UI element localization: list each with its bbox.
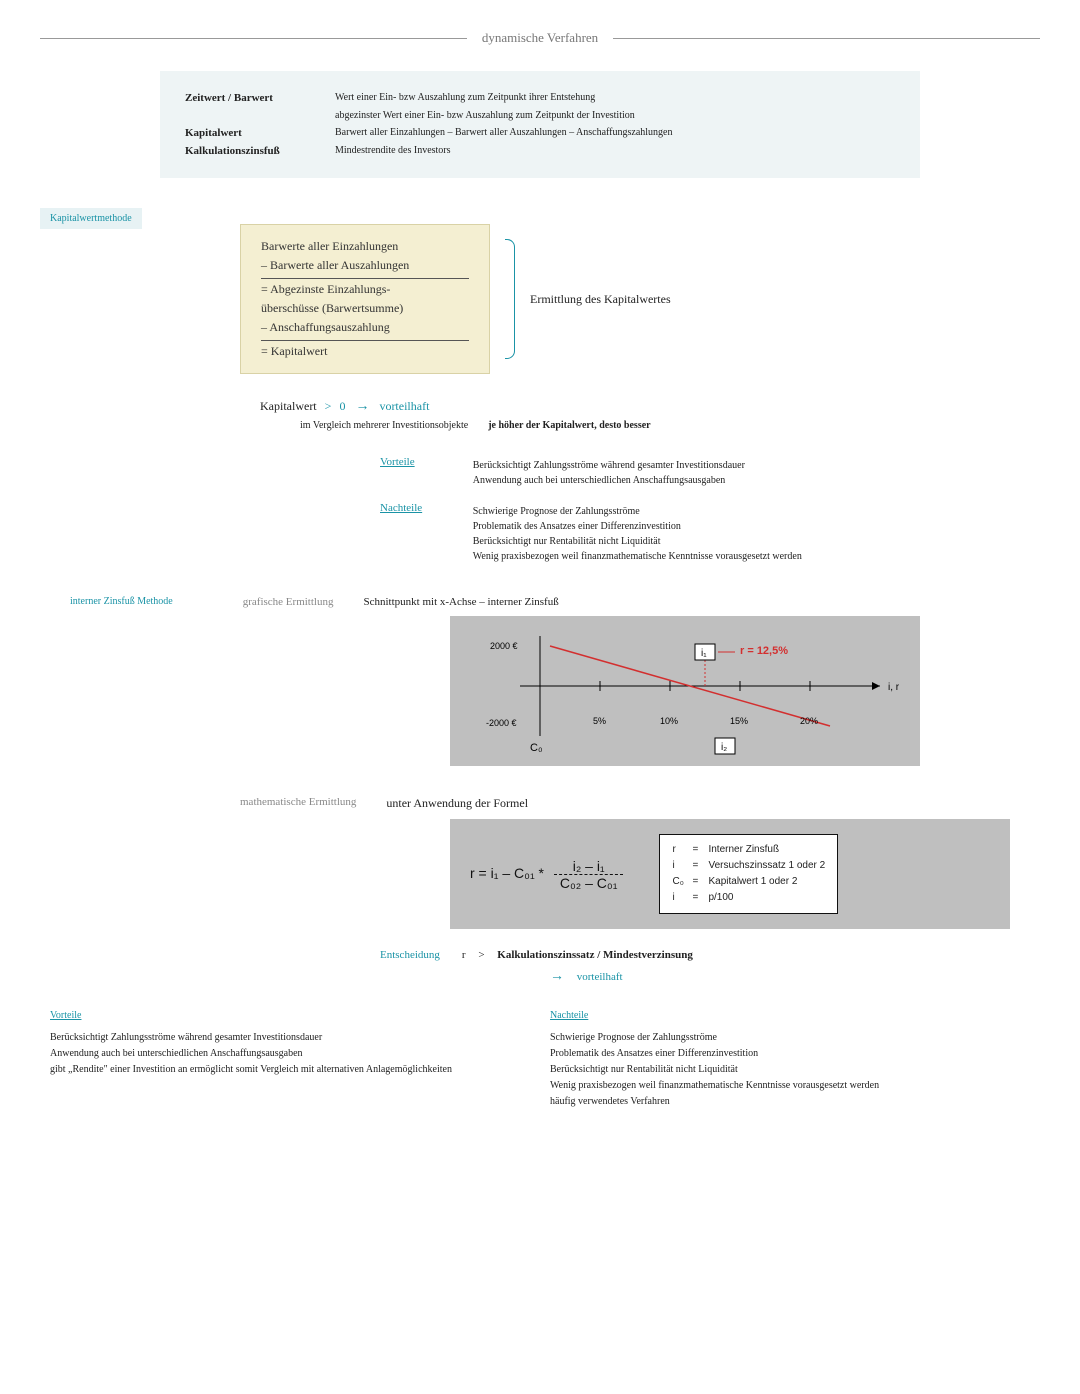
decision-result: vorteilhaft [577, 971, 623, 983]
def-term: Zeitwert / Barwert [185, 92, 335, 104]
kw-subtext: im Vergleich mehrerer Investitionsobjekt… [300, 420, 1040, 431]
list-item: Wenig praxisbezogen weil finanzmathemati… [550, 1080, 1030, 1091]
vorteile-nachteile-bottom: Vorteile Berücksichtigt Zahlungsströme w… [40, 1005, 1040, 1112]
svg-text:15%: 15% [730, 716, 748, 726]
def-term [185, 110, 335, 121]
graphic-caption: Schnittpunkt mit x-Achse – interner Zins… [363, 596, 558, 608]
arrow-right-icon: → [355, 399, 369, 415]
list-item: Anwendung auch bei unterschiedlichen Ans… [473, 475, 973, 486]
brace-icon [505, 239, 515, 359]
svg-text:r = 12,5%: r = 12,5% [740, 645, 788, 657]
subsection-label: mathematische Ermittlung [240, 796, 356, 808]
page-title-rule: dynamische Verfahren [40, 30, 1040, 46]
svg-text:i, r: i, r [888, 682, 900, 693]
math-caption: unter Anwendung der Formel [386, 796, 528, 811]
section-label: interner Zinsfuß Methode [70, 596, 173, 607]
calc-line: – Anschaffungsauszahlung [261, 318, 469, 337]
svg-text:10%: 10% [660, 716, 678, 726]
section-label: Kapitalwertmethode [40, 208, 142, 229]
nachteile-heading: Nachteile [550, 1010, 588, 1021]
def-term: Kalkulationszinsfuß [185, 145, 335, 157]
calculation-block: Barwerte aller Einzahlungen – Barwerte a… [240, 224, 490, 374]
list-item: Problematik des Ansatzes einer Differenz… [550, 1048, 1030, 1059]
section-kapitalwertmethode: Kapitalwertmethode Barwerte aller Einzah… [40, 208, 1040, 566]
formula-box: r = i₁ – C₀₁ * i₂ – i₁ C₀₂ – C₀₁ r=Inter… [450, 819, 1010, 929]
list-item: Berücksichtigt nur Rentabilität nicht Li… [550, 1064, 1030, 1075]
calc-line: überschüsse (Barwertsumme) [261, 299, 469, 318]
svg-text:2000 €: 2000 € [490, 641, 518, 651]
nachteile-heading: Nachteile [380, 502, 470, 514]
kw-left: Kapitalwert [260, 399, 317, 414]
section-interner-zinsfuss: interner Zinsfuß Methode grafische Ermit… [40, 596, 1040, 1112]
def-text: Mindestrendite des Investors [335, 145, 895, 157]
vorteile-heading: Vorteile [380, 456, 470, 468]
kw-zero: 0 [339, 399, 345, 414]
def-term: Kapitalwert [185, 127, 335, 139]
list-item: gibt „Rendite" einer Investition an ermö… [50, 1064, 530, 1075]
list-item: Anwendung auch bei unterschiedlichen Ans… [50, 1048, 530, 1059]
svg-text:20%: 20% [800, 716, 818, 726]
svg-text:-2000 €: -2000 € [486, 718, 517, 728]
svg-text:5%: 5% [593, 716, 606, 726]
calc-line: Barwerte aller Einzahlungen [261, 237, 469, 256]
list-item: Problematik des Ansatzes einer Differenz… [473, 521, 973, 532]
kapitalwert-rule: Kapitalwert > 0 → vorteilhaft [260, 399, 1040, 415]
list-item: Berücksichtigt nur Rentabilität nicht Li… [473, 536, 973, 547]
def-text: Barwert aller Einzahlungen – Barwert all… [335, 127, 895, 139]
list-item: Schwierige Prognose der Zahlungsströme [550, 1032, 1030, 1043]
calc-line: = Kapitalwert [261, 340, 469, 361]
vorteile-heading: Vorteile [50, 1010, 81, 1021]
calc-caption: Ermittlung des Kapitalwertes [530, 292, 671, 307]
subsection-label: grafische Ermittlung [243, 596, 334, 608]
list-item: Wenig praxisbezogen weil finanzmathemati… [473, 551, 973, 562]
list-item: häufig verwendetes Verfahren [550, 1096, 1030, 1107]
arrow-right-icon: → [550, 969, 564, 984]
page-title: dynamische Verfahren [467, 30, 613, 46]
def-text: abgezinster Wert einer Ein- bzw Auszahlu… [335, 110, 895, 121]
decision-block: Entscheidung r > Kalkulationszinssatz / … [380, 949, 1040, 985]
decision-heading: Entscheidung [380, 949, 440, 961]
list-item: Berücksichtigt Zahlungsströme während ge… [473, 460, 973, 471]
list-item: Berücksichtigt Zahlungsströme während ge… [50, 1032, 530, 1043]
irr-chart: 2000 € -2000 € C₀ 5% 10% 15% 20% i, r i₁… [450, 616, 920, 766]
calc-line: – Barwerte aller Auszahlungen [261, 256, 469, 275]
formula-legend: r=Interner Zinsfuß i=Versuchszinssatz 1 … [659, 834, 838, 914]
svg-text:i₂: i₂ [721, 742, 727, 753]
def-text: Wert einer Ein- bzw Auszahlung zum Zeitp… [335, 92, 895, 104]
formula: r = i₁ – C₀₁ * i₂ – i₁ C₀₂ – C₀₁ [470, 858, 629, 891]
definitions-box: Zeitwert / BarwertWert einer Ein- bzw Au… [160, 71, 920, 178]
gt-symbol: > [325, 399, 332, 414]
list-item: Schwierige Prognose der Zahlungsströme [473, 506, 973, 517]
svg-text:i₁: i₁ [701, 648, 707, 659]
svg-text:C₀: C₀ [530, 742, 543, 754]
vorteile-nachteile-block: Vorteile Berücksichtigt Zahlungsströme w… [380, 456, 1040, 566]
kw-result: vorteilhaft [379, 399, 429, 414]
calc-line: = Abgezinste Einzahlungs- [261, 278, 469, 299]
